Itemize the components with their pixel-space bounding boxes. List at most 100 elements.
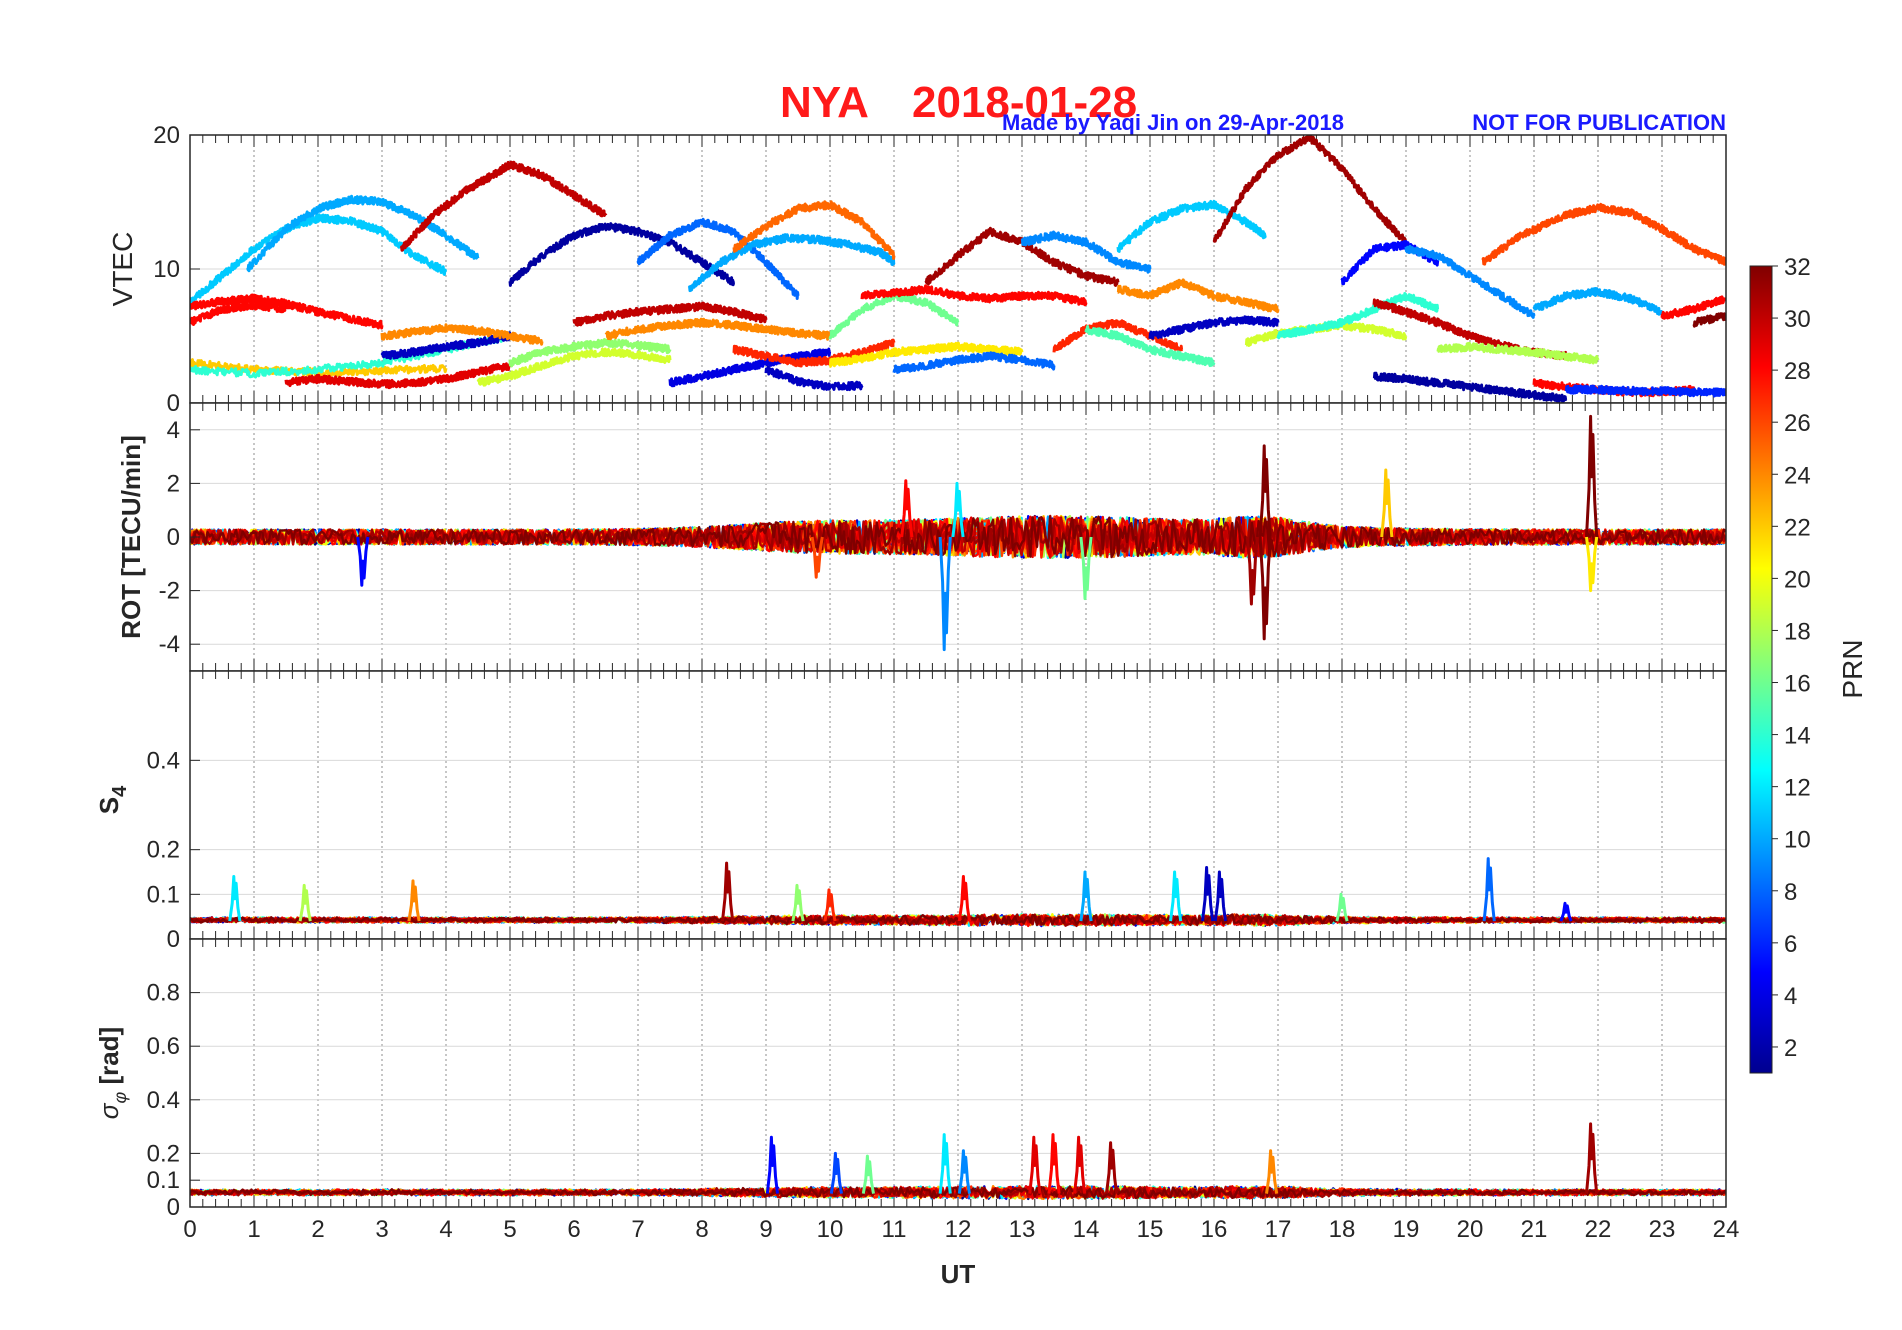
- peak-mark: [1265, 1149, 1279, 1194]
- colorbar-tick-label: 8: [1784, 879, 1797, 906]
- x-tick-label: 13: [1009, 1216, 1036, 1243]
- vtec-series-line: [1276, 292, 1440, 340]
- y-tick-label: 10: [153, 256, 180, 283]
- x-tick-label: 12: [945, 1216, 972, 1243]
- x-tick-label: 11: [882, 1216, 907, 1243]
- vtec-series-line: [246, 194, 480, 273]
- vtec-series-line: [508, 222, 736, 287]
- y-tick-label: 0.1: [147, 1167, 180, 1194]
- colorbar-tick-label: 2: [1784, 1035, 1797, 1062]
- peak-mark: [1079, 536, 1093, 601]
- sigma-ylabel: σφ [rad]: [94, 1027, 130, 1119]
- x-tick-labels: 0 1 2 3 4 5 6 7 8 9 10 11 12 13 14 15 16 17 18 19 20 21 22 23 24: [183, 1216, 1739, 1243]
- vtec-series-line: [636, 217, 800, 300]
- peak-mark: [407, 879, 421, 922]
- vtec-series-line: [1481, 202, 1726, 266]
- rot-panel: -4 -2 0 2 4 ROT [TECU/min]: [116, 402, 1727, 672]
- noise-series-line: [190, 913, 1726, 927]
- peak-mark: [1245, 536, 1259, 606]
- colorbar-tick-label: 4: [1784, 983, 1797, 1010]
- sigma-yticks: 00.10.2 0.4 0.6 0.8: [147, 980, 200, 1221]
- x-tick-label: 16: [1201, 1216, 1228, 1243]
- peak-mark: [829, 1151, 843, 1194]
- y-tick-label: 0.8: [147, 980, 180, 1007]
- vtec-series-line: [1436, 341, 1600, 365]
- peak-mark: [721, 861, 735, 922]
- colorbar-tick-label: 14: [1784, 723, 1811, 750]
- y-tick-label: -2: [159, 578, 180, 605]
- colorbar-tick-label: 16: [1784, 671, 1811, 698]
- x-tick-label: 4: [439, 1216, 452, 1243]
- y-tick-label: 0: [167, 1194, 180, 1221]
- colorbar-tick-label: 12: [1784, 775, 1811, 802]
- y-tick-label: 20: [153, 122, 180, 149]
- vtec-series-line: [1020, 230, 1152, 274]
- vtec-series-line: [476, 347, 672, 387]
- peak-mark: [1585, 536, 1599, 593]
- x-tick-label: 21: [1521, 1216, 1548, 1243]
- peak-mark: [1482, 857, 1496, 922]
- y-tick-label: -4: [159, 631, 180, 658]
- s4-grid: [189, 671, 1727, 939]
- peak-mark: [1258, 444, 1272, 538]
- s4-panel: 0 0.1 0.2 0.4 S4: [94, 670, 1727, 953]
- x-tick-label: 6: [567, 1216, 580, 1243]
- colorbar-tick-label: 22: [1784, 514, 1811, 541]
- x-tick-label: 8: [695, 1216, 708, 1243]
- peak-mark: [1380, 468, 1394, 538]
- sigma-phi-panel: 00.10.2 0.4 0.6 0.8 σφ [rad]: [94, 938, 1727, 1221]
- peak-mark: [1213, 870, 1227, 922]
- peak-mark: [1169, 870, 1183, 922]
- vtec-series-line: [380, 331, 512, 360]
- vtec-series-line: [1564, 384, 1726, 398]
- peak-mark: [1105, 1141, 1119, 1194]
- x-tick-label: 10: [817, 1216, 844, 1243]
- x-tick-label: 19: [1393, 1216, 1420, 1243]
- colorbar-tick-label: 26: [1784, 410, 1811, 437]
- peak-mark: [1258, 536, 1272, 641]
- title-station: NYA: [780, 78, 869, 127]
- vtec-series-line: [604, 317, 832, 341]
- x-tick-label: 20: [1457, 1216, 1484, 1243]
- vtec-series-line: [1404, 244, 1536, 319]
- colorbar-tick-label: 18: [1784, 618, 1811, 645]
- y-tick-label: 0.2: [147, 1140, 180, 1167]
- rot-yticks: -4 -2 0 2 4: [159, 417, 200, 658]
- x-tick-label: 9: [759, 1216, 772, 1243]
- colorbar-label: PRN: [1837, 639, 1868, 698]
- vtec-series-line: [828, 341, 1024, 368]
- sigma-plot-area: [190, 939, 1726, 1207]
- vtec-series-line: [399, 160, 608, 252]
- y-tick-label: 0.2: [147, 837, 180, 864]
- vtec-series-line: [892, 351, 1056, 374]
- peak-mark: [957, 1149, 971, 1194]
- vtec-series-lines: [190, 135, 1726, 403]
- x-axis-label: UT: [941, 1259, 976, 1289]
- x-tick-label: 1: [247, 1216, 260, 1243]
- vtec-series-line: [1116, 278, 1280, 314]
- vtec-series-line: [508, 338, 672, 368]
- x-tick-label: 23: [1649, 1216, 1676, 1243]
- peak-mark: [938, 1133, 952, 1194]
- vtec-series-line: [190, 300, 288, 326]
- colorbar-tick-label: 24: [1784, 462, 1811, 489]
- vtec-series-line: [732, 200, 896, 260]
- vtec-panel: 0 10 20 VTEC: [107, 122, 1727, 417]
- x-tick-label: 24: [1713, 1216, 1740, 1243]
- vtec-series-line: [1084, 325, 1216, 368]
- sigma-grid: [189, 939, 1727, 1207]
- peak-mark: [810, 536, 824, 579]
- x-tick-label: 17: [1265, 1216, 1292, 1243]
- notice-text: NOT FOR PUBLICATION: [1472, 110, 1726, 135]
- x-tick-label: 0: [183, 1216, 196, 1243]
- peak-mark: [957, 875, 971, 922]
- vtec-series-line: [284, 362, 512, 390]
- y-tick-label: 4: [167, 417, 180, 444]
- y-tick-label: 0.1: [147, 881, 180, 908]
- s4-yticks: 0 0.1 0.2 0.4: [147, 747, 200, 953]
- peak-mark: [356, 536, 370, 587]
- vtec-series-line: [1052, 319, 1184, 353]
- colorbar-tick-label: 20: [1784, 566, 1811, 593]
